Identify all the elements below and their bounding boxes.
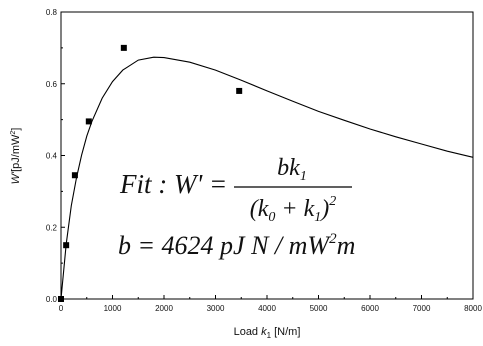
- x-tick-label: 4000: [258, 304, 276, 313]
- data-point: [58, 296, 64, 302]
- y-tick-label: 0.0: [46, 295, 58, 304]
- data-point: [71, 172, 78, 179]
- data-point: [236, 87, 243, 94]
- data-point: [63, 242, 70, 249]
- fit-equation-denominator: (k0 + k1)2: [250, 194, 337, 225]
- x-tick-label: 3000: [207, 304, 225, 313]
- fit-equation-numerator: bk1: [277, 155, 307, 184]
- fit-equation-lhs: Fit : W' =: [119, 169, 227, 199]
- data-point: [120, 44, 127, 51]
- y-tick-label: 0.6: [46, 80, 58, 89]
- y-axis-title: W'[pJ/mW2]: [10, 128, 22, 185]
- x-tick-label: 2000: [155, 304, 173, 313]
- x-axis: 0 1000 2000 3000 4000 5000 6000 7000 8000: [59, 295, 482, 313]
- x-axis-title: Load k1 [N/m]: [234, 326, 301, 340]
- data-point: [85, 118, 92, 125]
- y-tick-label: 0.4: [46, 152, 58, 161]
- y-axis: 0.0 0.2 0.4 0.6 0.8: [46, 8, 65, 304]
- x-tick-label: 8000: [464, 304, 482, 313]
- fit-parameter-b: b = 4624 pJ N / mW2m: [118, 231, 355, 260]
- y-tick-label: 0.2: [46, 223, 58, 232]
- fit-equation: Fit : W' = bk1 (k0 + k1)2 b = 4624 pJ N …: [118, 155, 355, 260]
- fit-curve: [60, 56, 474, 300]
- y-tick-label: 0.8: [46, 8, 58, 17]
- x-tick-label: 7000: [413, 304, 431, 313]
- x-tick-label: 5000: [310, 304, 328, 313]
- x-tick-label: 6000: [361, 304, 379, 313]
- x-tick-label: 1000: [104, 304, 122, 313]
- data-points: [58, 44, 243, 302]
- x-tick-label: 0: [59, 304, 64, 313]
